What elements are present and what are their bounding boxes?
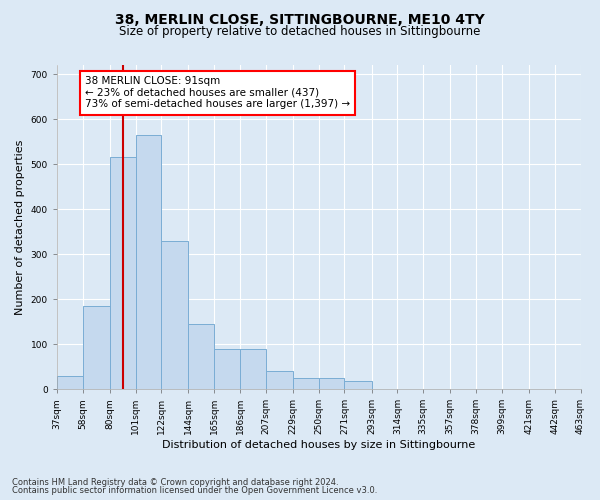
Bar (266, 371, 293, 389)
Bar (188, 324, 214, 389)
Bar (161, 240, 188, 389)
Bar (319, 378, 344, 389)
Bar (240, 350, 266, 389)
X-axis label: Distribution of detached houses by size in Sittingbourne: Distribution of detached houses by size … (162, 440, 475, 450)
Bar (136, 135, 161, 389)
Bar (214, 348, 240, 389)
Text: Contains public sector information licensed under the Open Government Licence v3: Contains public sector information licen… (12, 486, 377, 495)
Bar (344, 381, 371, 389)
Bar (57, 376, 83, 389)
Bar (293, 378, 319, 389)
Bar (110, 158, 136, 389)
Bar (83, 306, 110, 389)
Y-axis label: Number of detached properties: Number of detached properties (15, 140, 25, 314)
Text: Contains HM Land Registry data © Crown copyright and database right 2024.: Contains HM Land Registry data © Crown c… (12, 478, 338, 487)
Text: Size of property relative to detached houses in Sittingbourne: Size of property relative to detached ho… (119, 25, 481, 38)
Text: 38, MERLIN CLOSE, SITTINGBOURNE, ME10 4TY: 38, MERLIN CLOSE, SITTINGBOURNE, ME10 4T… (115, 12, 485, 26)
Text: 38 MERLIN CLOSE: 91sqm
← 23% of detached houses are smaller (437)
73% of semi-de: 38 MERLIN CLOSE: 91sqm ← 23% of detached… (85, 76, 350, 110)
